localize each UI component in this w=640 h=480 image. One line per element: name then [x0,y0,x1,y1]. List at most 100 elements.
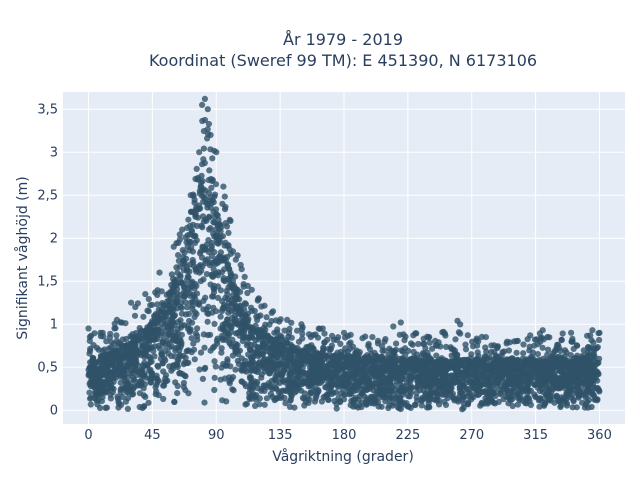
data-point [317,355,324,362]
data-point [199,244,206,251]
data-point [256,401,263,408]
data-point [194,325,201,332]
data-point [154,327,161,334]
data-point [238,266,245,273]
data-point [534,375,541,383]
data-point [145,296,152,303]
data-point [200,156,207,163]
data-point [413,374,421,381]
data-point [413,389,420,396]
data-point [516,389,523,396]
data-point [234,286,241,293]
data-point [201,344,208,351]
data-point [387,354,394,361]
data-point [551,379,558,386]
data-point [199,224,206,231]
data-point [205,214,213,221]
data-point [414,367,421,374]
data-point [574,352,581,359]
data-point [390,323,397,330]
data-point [124,405,131,412]
data-point [202,294,209,301]
data-point [185,216,192,223]
data-point [159,320,166,327]
data-point [563,400,571,407]
data-point [222,203,229,211]
data-point [145,399,152,406]
data-point [263,314,270,321]
data-point [408,340,415,347]
data-point [176,353,184,360]
data-point [219,397,226,404]
data-point [179,247,186,254]
data-point [500,396,507,403]
data-point [191,356,198,363]
data-point [528,377,535,384]
data-point [217,376,224,383]
data-point [558,367,565,374]
data-point [382,393,389,400]
data-point [333,405,340,412]
data-point [289,365,296,372]
data-point [188,335,195,342]
data-point [226,378,233,385]
data-point [379,387,386,394]
data-point [138,349,145,357]
data-point [287,371,294,378]
data-point [99,329,106,336]
data-point [207,281,214,288]
data-point [520,341,527,348]
data-point [527,401,535,408]
data-point [255,295,262,302]
data-point [431,396,438,403]
data-point [334,360,341,367]
data-point [241,380,248,387]
data-point [483,397,490,404]
data-point [127,340,134,347]
data-point [570,398,577,405]
data-point [221,266,228,273]
data-point [253,313,260,320]
data-point [90,380,97,387]
data-point [472,391,479,398]
data-point [402,345,409,352]
data-point [146,367,153,374]
data-point [278,392,285,399]
data-point [194,176,201,183]
data-point [94,359,101,366]
data-point [426,339,433,346]
data-point [460,404,467,411]
data-point [596,336,603,344]
data-point [177,343,184,350]
data-point [112,325,119,332]
data-point [172,379,179,386]
data-point [517,377,525,385]
data-point [201,399,208,406]
data-point [397,405,404,413]
data-point [286,403,294,410]
data-point [122,354,129,361]
data-point [146,335,153,342]
data-point [234,296,241,303]
data-point [196,250,204,257]
data-point [524,382,531,389]
data-point [323,391,330,399]
data-point [150,348,157,355]
data-point [264,348,271,355]
data-point [101,346,108,353]
data-point [178,310,185,317]
data-point [272,380,280,387]
data-point [488,342,495,349]
x-tick-label: 360 [587,428,612,443]
data-point [204,106,211,113]
data-point [181,288,188,295]
data-point [196,149,203,156]
data-point [205,120,212,128]
data-point [244,289,251,297]
data-point [335,334,342,341]
data-point [433,388,440,395]
data-point [549,353,556,360]
data-point [551,348,558,355]
data-point [264,332,271,339]
data-point [453,378,460,385]
